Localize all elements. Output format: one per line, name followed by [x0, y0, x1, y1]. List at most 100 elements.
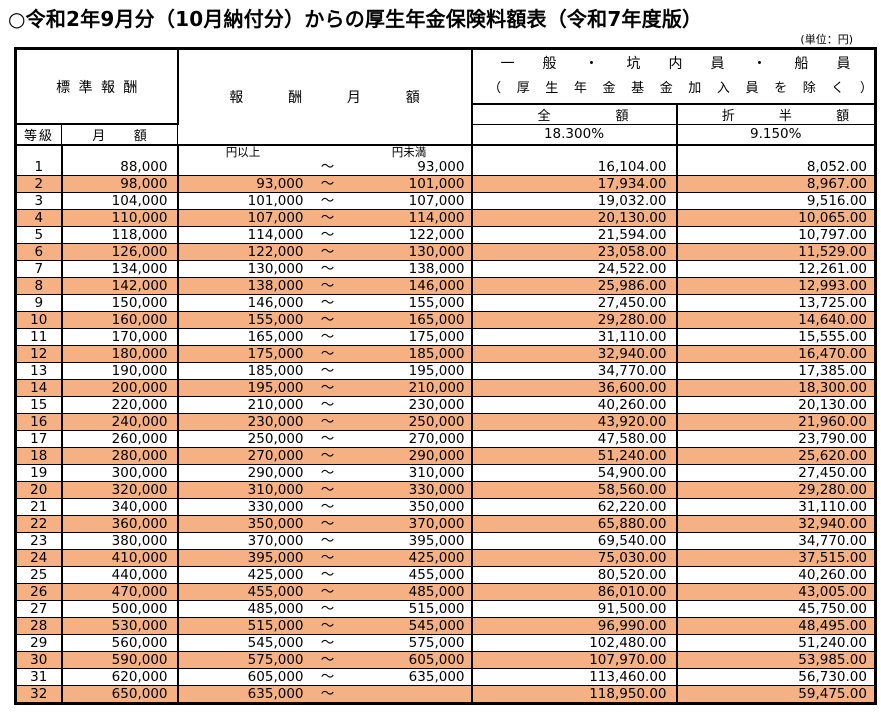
- table-row: 10 160,000 155,000 ～ 165,000 29,280.00 14,640.…: [15, 311, 876, 329]
- half-cell: 16,470.00: [676, 345, 876, 363]
- table-row: 21 340,000 330,000 ～ 350,000 62,220.00 31,110.…: [15, 498, 876, 516]
- half-cell: 9,516.00: [676, 192, 876, 210]
- table-row: 25 440,000 425,000 ～ 455,000 80,520.00 40,260.…: [15, 566, 876, 584]
- low-cell: 210,000: [177, 396, 308, 414]
- monthly-cell: 280,000: [61, 447, 179, 465]
- empty-cell: [676, 144, 876, 159]
- low-cell: 330,000: [177, 498, 308, 516]
- full-cell: 40,260.00: [471, 396, 678, 414]
- full-cell: 86,010.00: [471, 583, 678, 601]
- half-cell: 51,240.00: [676, 634, 876, 652]
- full-cell: 51,240.00: [471, 447, 678, 465]
- grade-cell: 1: [15, 159, 63, 176]
- grade-cell: 31: [15, 668, 63, 686]
- full-cell: 21,594.00: [471, 226, 678, 244]
- high-cell: 270,000: [347, 430, 473, 448]
- table-row: 9 150,000 146,000 ～ 155,000 27,450.00 13,725.0…: [15, 294, 876, 312]
- full-cell: 62,220.00: [471, 498, 678, 516]
- table-row: 7 134,000 130,000 ～ 138,000 24,522.00 12,261.0…: [15, 260, 876, 278]
- grade-cell: 9: [15, 294, 63, 312]
- half-amount-header: 折半額: [675, 103, 876, 125]
- high-cell: [347, 685, 473, 704]
- table-row: 14 200,000 195,000 ～ 210,000 36,600.00 18,300.…: [15, 379, 876, 397]
- high-cell: 250,000: [347, 413, 473, 431]
- range-tilde-cell: ～: [307, 175, 348, 193]
- full-cell: 102,480.00: [471, 634, 678, 652]
- half-cell: 20,130.00: [676, 396, 876, 414]
- low-cell: 485,000: [177, 600, 308, 618]
- grade-cell: 23: [15, 532, 63, 550]
- grade-cell: 5: [15, 226, 63, 244]
- low-cell: 185,000: [177, 362, 308, 380]
- low-cell: 350,000: [177, 515, 308, 533]
- range-tilde-cell: ～: [307, 515, 348, 533]
- range-tilde-cell: ～: [307, 396, 348, 414]
- half-cell: 21,960.00: [676, 413, 876, 431]
- monthly-cell: 440,000: [61, 566, 179, 584]
- grade-cell: 32: [15, 685, 63, 704]
- yen-or-more-label: 円以上: [177, 144, 308, 159]
- high-cell: 185,000: [347, 345, 473, 363]
- full-cell: 58,560.00: [471, 481, 678, 499]
- monthly-cell: 190,000: [61, 362, 179, 380]
- low-cell: 545,000: [177, 634, 308, 652]
- table-row: 28 530,000 515,000 ～ 545,000 96,990.00 48,495.…: [15, 617, 876, 635]
- half-cell: 14,640.00: [676, 311, 876, 329]
- high-cell: 155,000: [347, 294, 473, 312]
- grade-cell: 2: [15, 175, 63, 193]
- low-cell: 93,000: [177, 175, 308, 193]
- full-cell: 29,280.00: [471, 311, 678, 329]
- low-cell: 114,000: [177, 226, 308, 244]
- half-cell: 56,730.00: [676, 668, 876, 686]
- full-cell: 34,770.00: [471, 362, 678, 380]
- monthly-cell: 530,000: [61, 617, 179, 635]
- empty-cell: [15, 144, 63, 159]
- monthly-cell: 180,000: [61, 345, 179, 363]
- range-tilde-cell: ～: [307, 617, 348, 635]
- half-cell: 10,797.00: [676, 226, 876, 244]
- high-cell: 635,000: [347, 668, 473, 686]
- full-cell: 54,900.00: [471, 464, 678, 482]
- monthly-cell: 320,000: [61, 481, 179, 499]
- low-cell: 575,000: [177, 651, 308, 669]
- half-cell: 23,790.00: [676, 430, 876, 448]
- range-tilde-cell: ～: [307, 481, 348, 499]
- monthly-cell: 150,000: [61, 294, 179, 312]
- grade-header: 等級: [15, 123, 62, 146]
- table-row: 22 360,000 350,000 ～ 370,000 65,880.00 32,940.…: [15, 515, 876, 533]
- grade-cell: 12: [15, 345, 63, 363]
- range-tilde-cell: ～: [307, 192, 348, 210]
- range-tilde-cell: ～: [307, 226, 348, 244]
- monthly-cell: 300,000: [61, 464, 179, 482]
- monthly-cell: 142,000: [61, 277, 179, 295]
- grade-cell: 22: [15, 515, 63, 533]
- high-cell: 545,000: [347, 617, 473, 635]
- range-tilde-cell: ～: [307, 362, 348, 380]
- monthly-cell: 118,000: [61, 226, 179, 244]
- full-cell: 25,986.00: [471, 277, 678, 295]
- yen-less-than-label: 円未満: [347, 144, 473, 159]
- half-cell: 17,385.00: [676, 362, 876, 380]
- monthly-cell: 500,000: [61, 600, 179, 618]
- high-cell: 350,000: [347, 498, 473, 516]
- standard-remuneration-header: 標準報酬: [15, 48, 179, 125]
- monthly-cell: 98,000: [61, 175, 179, 193]
- high-cell: 230,000: [347, 396, 473, 414]
- full-cell: 69,540.00: [471, 532, 678, 550]
- low-cell: 515,000: [177, 617, 308, 635]
- half-cell: 32,940.00: [676, 515, 876, 533]
- full-cell: 31,110.00: [471, 328, 678, 346]
- monthly-amount-header: 月額: [61, 123, 178, 146]
- table-row: 15 220,000 210,000 ～ 230,000 40,260.00 20,130.…: [15, 396, 876, 414]
- full-cell: 47,580.00: [471, 430, 678, 448]
- grade-cell: 16: [15, 413, 63, 431]
- range-tilde-cell: ～: [307, 600, 348, 618]
- low-cell: 635,000: [177, 685, 308, 704]
- half-cell: 8,967.00: [676, 175, 876, 193]
- monthly-cell: 620,000: [61, 668, 179, 686]
- half-cell: 31,110.00: [676, 498, 876, 516]
- general-header-line2: （厚生年金基金加入員を除く）: [488, 81, 876, 97]
- table-row: 20 320,000 310,000 ～ 330,000 58,560.00 29,280.…: [15, 481, 876, 499]
- high-cell: 93,000: [347, 159, 473, 176]
- empty-cell: [61, 144, 179, 159]
